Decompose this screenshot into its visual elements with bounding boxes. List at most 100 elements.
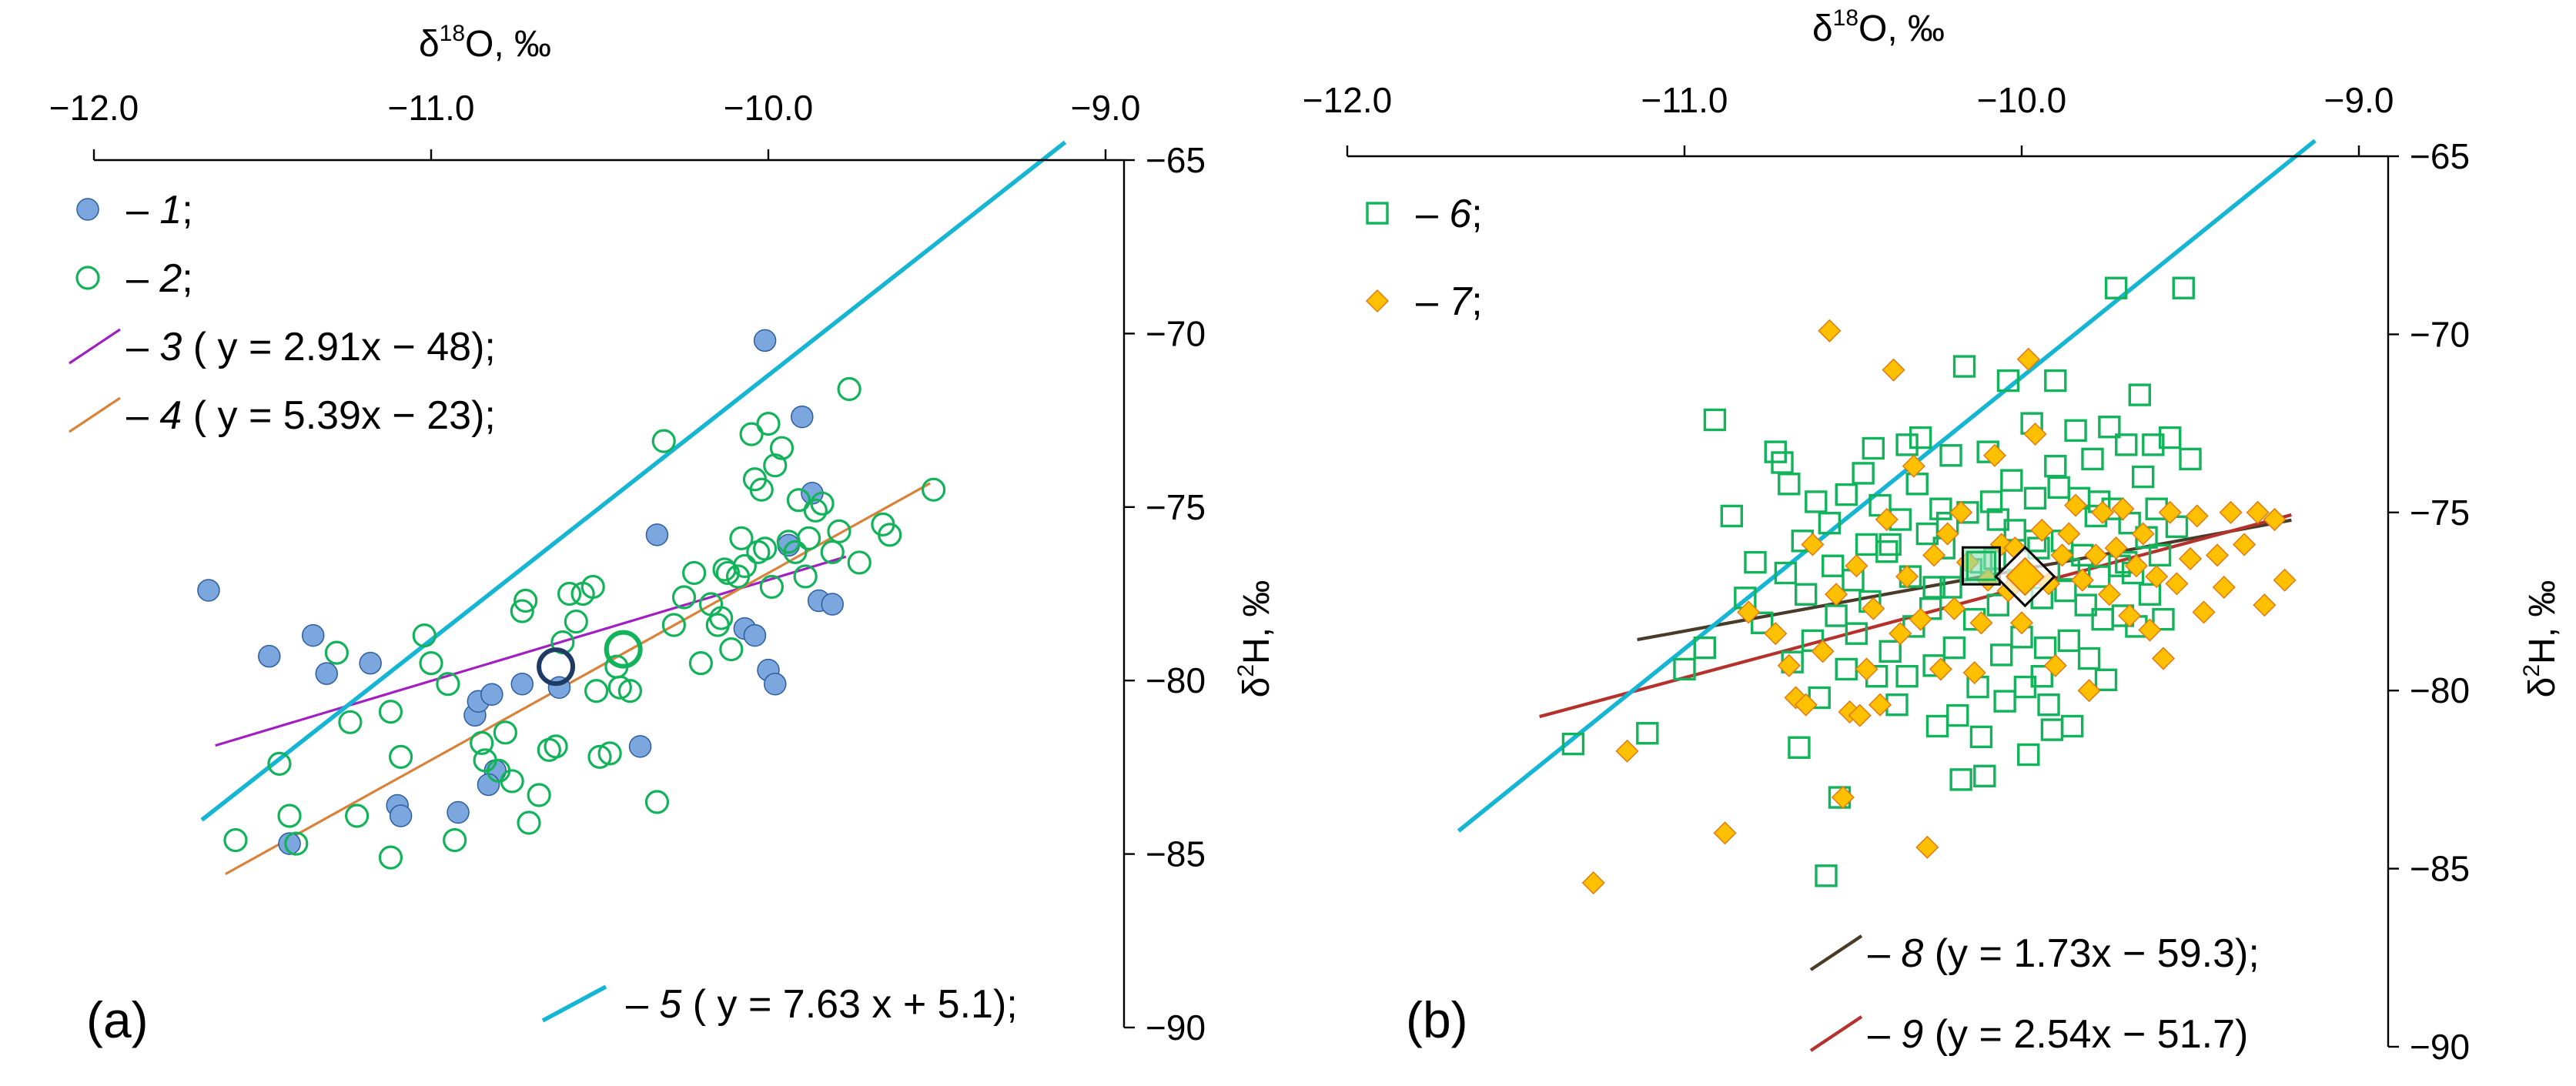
point-series-7 <box>1882 358 1905 382</box>
point-series-6 <box>1673 657 1696 681</box>
point-series-1 <box>764 672 787 696</box>
point-series-7 <box>1845 554 1868 578</box>
panel-b: −12.0 −11.0 −10.0 −9.0 −65 −70 −75 −80 −85 −90 δ1… <box>1303 5 2563 1067</box>
point-series-2 <box>436 672 460 697</box>
point-series-2 <box>644 790 670 814</box>
point-series-6 <box>2033 636 2057 660</box>
x-tick-label: −12.0 <box>49 88 139 128</box>
legend-label-6: – 6; <box>1416 192 1483 236</box>
point-series-2 <box>732 553 757 579</box>
point-series-7 <box>1875 507 1899 532</box>
point-series-6 <box>2138 583 2162 606</box>
point-series-7 <box>2138 618 2162 642</box>
point-series-7 <box>2158 500 2182 524</box>
point-series-6 <box>2030 664 2053 688</box>
panel-b-fit-lines <box>1457 139 2317 833</box>
point-series-6 <box>2057 629 2081 653</box>
point-series-6 <box>1895 433 1919 456</box>
point-series-2 <box>527 783 551 807</box>
point-series-7 <box>1909 607 1932 631</box>
point-series-1 <box>301 623 325 647</box>
point-series-1 <box>389 804 413 827</box>
point-series-7 <box>2131 522 2155 546</box>
point-series-6 <box>1774 561 1798 585</box>
point-series-7 <box>1868 693 1892 717</box>
point-series-2 <box>617 679 643 703</box>
legend-line-5 <box>541 984 607 1023</box>
point-series-7 <box>1794 693 1818 717</box>
point-series-7 <box>2050 543 2074 567</box>
legend-label-3: – 3 ( y = 2.91x − 48); <box>126 325 496 369</box>
point-series-6 <box>2081 447 2104 471</box>
point-series-2 <box>682 560 707 586</box>
y-tick-label: −75 <box>1146 487 1206 527</box>
point-series-2 <box>419 651 443 676</box>
point-series-6 <box>1909 426 1932 449</box>
point-series-2 <box>719 637 744 662</box>
point-series-7 <box>1929 657 1952 681</box>
point-series-6 <box>2023 486 2047 510</box>
point-series-7 <box>2145 565 2169 589</box>
point-series-6 <box>2054 579 2077 603</box>
point-series-7 <box>2084 543 2108 567</box>
point-series-7 <box>1855 657 1878 681</box>
point-series-2 <box>514 588 538 613</box>
y-tick-label: −85 <box>1146 834 1206 874</box>
point-series-2 <box>661 613 686 637</box>
x-tick-label: −10.0 <box>724 88 813 128</box>
point-series-6 <box>1835 657 1858 681</box>
point-series-6 <box>1818 511 1842 535</box>
point-series-2 <box>324 640 349 665</box>
legend-item-2: – 2; <box>75 256 193 301</box>
panel-a-label: (a) <box>86 991 149 1048</box>
point-series-6 <box>2044 369 2067 393</box>
legend-marker-2 <box>75 266 100 290</box>
point-series-7 <box>2111 497 2135 521</box>
fit-line-3 <box>215 555 847 747</box>
x-tick-label: −9.0 <box>1071 88 1141 128</box>
point-series-2 <box>803 498 828 523</box>
point-series-6 <box>2000 469 2023 492</box>
point-series-2 <box>500 769 524 794</box>
point-series-6 <box>2047 476 2070 500</box>
point-series-7 <box>2023 422 2047 446</box>
legend-label-7: – 7; <box>1416 279 1483 324</box>
point-series-6 <box>2172 276 2195 299</box>
legend-item-6: – 6; <box>1366 192 1483 236</box>
y-tick-label: −80 <box>1146 660 1206 700</box>
point-series-6 <box>1990 643 2013 667</box>
point-series-6 <box>1561 732 1585 756</box>
point-series-6 <box>2060 714 2084 738</box>
point-series-2 <box>729 526 754 550</box>
legend-item-7: – 7; <box>1365 279 1483 324</box>
point-series-6 <box>1993 690 2016 713</box>
point-series-2 <box>580 574 605 600</box>
point-series-2 <box>510 599 534 623</box>
point-series-2 <box>277 804 302 828</box>
point-series-2 <box>671 585 697 610</box>
point-series-6 <box>1751 611 1774 634</box>
point-series-2 <box>378 845 403 870</box>
legend-item-9: – 9 (y = 2.54x − 51.7) <box>1809 1012 2248 1057</box>
point-series-6 <box>1693 636 1716 660</box>
point-series-6 <box>1939 444 1962 467</box>
point-series-7 <box>2097 583 2121 606</box>
point-series-6 <box>1986 593 2010 617</box>
panel-a-x-axis-title: δ18O, ‰ <box>419 21 551 65</box>
point-series-2 <box>378 700 403 724</box>
point-series-7 <box>1764 622 1788 646</box>
point-series-7 <box>2064 493 2088 517</box>
legend-label-9: – 9 (y = 2.54x − 51.7) <box>1868 1012 2248 1057</box>
point-series-6 <box>1942 636 1966 660</box>
point-series-2 <box>769 436 795 460</box>
point-series-6 <box>2179 447 2202 471</box>
point-series-7 <box>1942 596 1966 620</box>
legend-label-1: – 1; <box>126 188 193 232</box>
y-tick-label: −90 <box>2410 1027 2470 1067</box>
point-series-7 <box>2246 500 2270 524</box>
point-series-7 <box>2212 575 2236 600</box>
point-series-1 <box>359 651 382 675</box>
y-tick-label: −70 <box>2410 314 2470 354</box>
point-series-6 <box>2074 593 2097 617</box>
legend-marker-1 <box>76 198 99 221</box>
